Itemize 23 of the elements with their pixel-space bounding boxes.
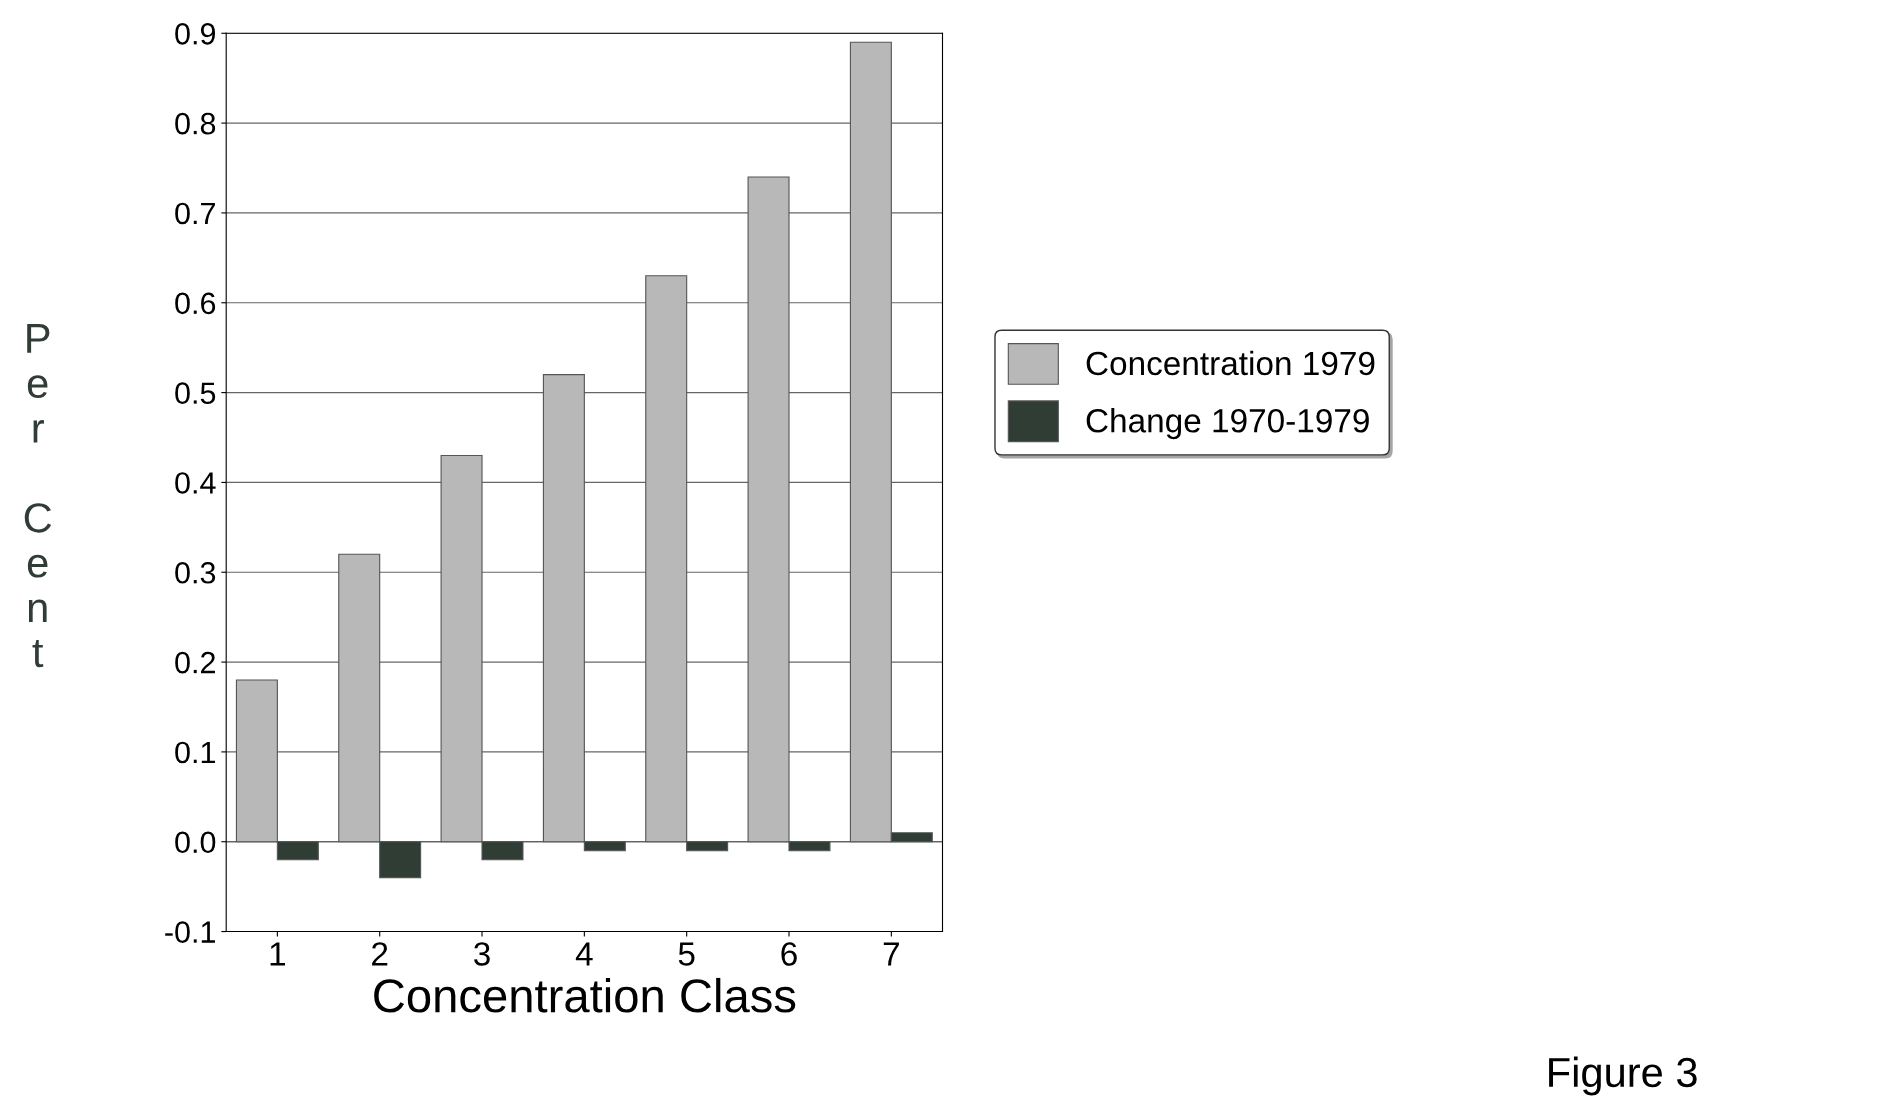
x-tick-label: 6 — [781, 942, 797, 966]
y-tick-label: 0.2 — [175, 651, 215, 674]
x-tick-label: 5 — [678, 942, 695, 966]
y-tick-label: 0.0 — [175, 831, 216, 854]
caption: Figure 3 — [1549, 1056, 1697, 1096]
y-tick-label: -0.1 — [165, 921, 215, 943]
y-tick-label: 0.7 — [175, 202, 215, 225]
text: Per Cent — [24, 324, 52, 668]
x-tick-label: 7 — [883, 942, 899, 966]
y-tick-label: 0.5 — [175, 382, 216, 404]
y-tick-label: 0.6 — [175, 292, 216, 315]
y-tick-label: 0.3 — [175, 561, 216, 584]
x-axis-title: Concentration Class — [374, 977, 796, 1013]
y-tick-label: 0.9 — [175, 23, 216, 45]
y-tick-label: 0.8 — [175, 112, 216, 135]
x-tick-label: 3 — [474, 942, 490, 966]
x-tick-label: 1 — [270, 942, 286, 966]
x-tick-label: 2 — [372, 942, 388, 966]
legend-label: Change 1970-1979 — [1086, 408, 1369, 440]
y-tick-label: 0.1 — [175, 741, 215, 764]
x-tick-label: 4 — [575, 942, 593, 966]
y-tick-label: 0.4 — [175, 472, 216, 494]
legend-label: Concentration 1979 — [1086, 350, 1375, 376]
